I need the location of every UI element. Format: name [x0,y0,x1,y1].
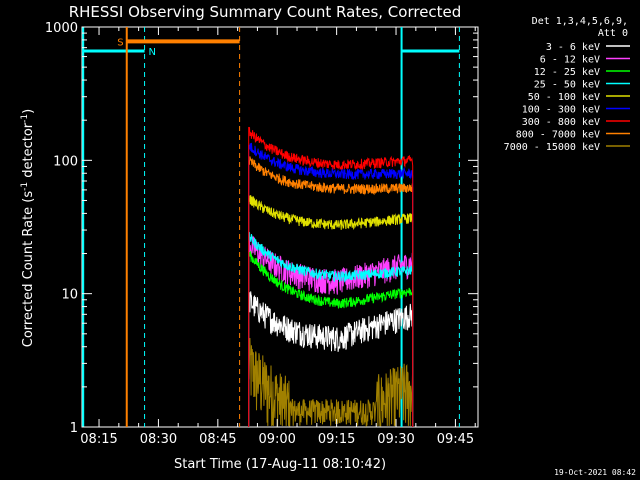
legend-entry-label: 100 - 300 keV [522,105,600,116]
legend-entry-label: 25 - 50 keV [534,80,600,91]
series-line [248,156,414,427]
x-tick-label: 09:00 [258,432,295,447]
legend-entry-label: 3 - 6 keV [546,42,600,53]
plot-frame [81,26,479,428]
legend-entry-label: 50 - 100 keV [528,92,600,103]
series-line [248,251,414,427]
series-line [248,291,414,427]
legend-entry-label: 12 - 25 keV [534,67,600,78]
series-line [248,126,414,427]
y-tick-label: 100 [53,154,78,169]
legend-header-1: Det 1,3,4,5,6,9, [532,16,628,27]
legend-entry-label: 6 - 12 keV [540,55,600,66]
y-tick-label: 1000 [45,21,78,36]
legend-entry-label: 300 - 800 keV [522,117,600,128]
x-tick-label: 08:30 [140,432,177,447]
y-tick-label: 1 [70,421,78,436]
legend: Det 1,3,4,5,6,9,Att 0 3 - 6 keV 6 - 12 keV… [504,16,630,153]
series-line [248,337,414,428]
chart-title: RHESSI Observing Summary Count Rates, Co… [69,3,462,21]
x-tick-label: 09:30 [377,432,414,447]
x-axis-label: Start Time (17-Aug-11 08:10:42) [174,457,386,472]
y-tick-label: 10 [61,288,78,303]
y-label-part-2: detector [21,122,36,182]
saa-flag-label: S [117,37,123,48]
y-label-part-1: Corrected Count Rate (s [21,191,36,348]
series-layer [248,126,414,428]
y-label-sup-1: -1 [20,182,30,191]
legend-entry-label: 7000 - 15000 keV [504,142,600,153]
y-label-part-3: ) [21,109,36,114]
footer-timestamp: 19-Oct-2021 08:42 [554,468,636,477]
series-line [248,236,414,427]
legend-header-2: Att 0 [598,28,628,39]
night-flag-label: N [149,47,156,58]
flag-segments: NS [82,27,460,427]
y-axis-label: Corrected Count Rate (s-1 detector-1) [20,109,36,347]
y-label-sup-2: -1 [20,114,30,123]
series-line [248,142,414,427]
axis-ticks: 08:15 08:30 08:45 09:00 09:15 09:30 09:45 1 10 10… [45,21,478,447]
plot-border [81,26,479,428]
series-line [248,231,414,427]
series-line [248,195,414,427]
x-tick-label: 08:45 [199,432,236,447]
x-tick-label: 09:45 [437,432,474,447]
x-tick-label: 08:15 [80,432,117,447]
x-tick-label: 09:15 [318,432,355,447]
legend-entry-label: 800 - 7000 keV [516,130,600,141]
